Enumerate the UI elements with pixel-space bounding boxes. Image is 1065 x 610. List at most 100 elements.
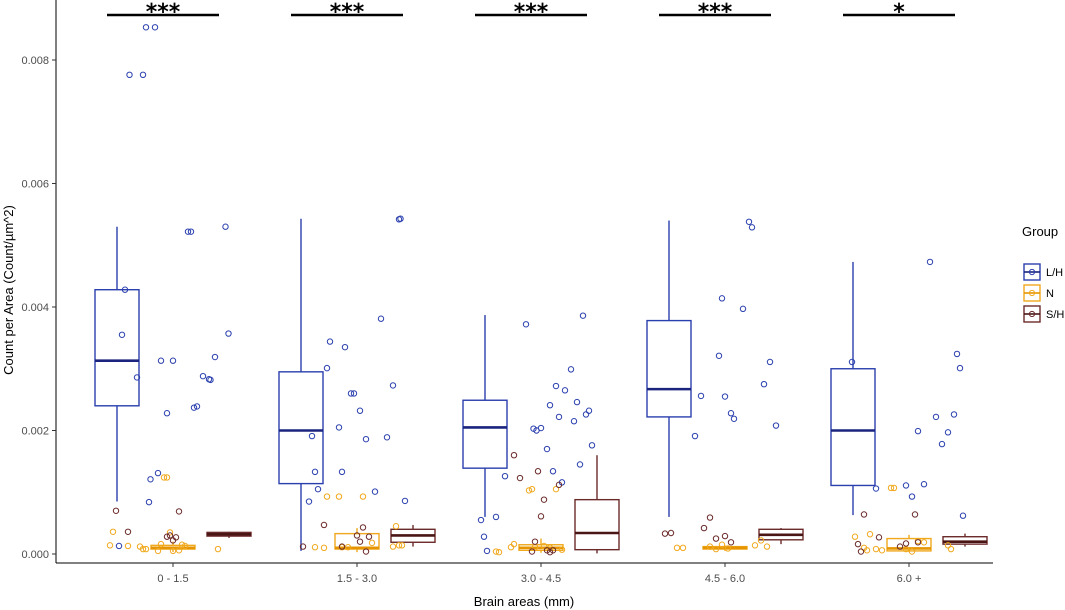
data-point-n [175,547,183,554]
data-point-n [763,543,771,550]
data-point-lh [154,469,162,477]
data-point-sh [875,534,883,541]
data-point-lh [522,321,530,328]
data-point-sh [163,533,171,540]
data-point-lh [362,435,370,443]
data-point-sh [914,539,922,546]
data-point-sh [721,532,729,540]
data-point-n [525,487,533,494]
data-point-sh [854,540,862,548]
legend-item-sh: S/H [1023,305,1064,323]
data-point-lh [389,382,397,389]
legend-label: N [1046,288,1054,300]
data-point-lh [956,364,964,372]
data-point-lh [697,392,705,400]
data-point-lh [157,357,165,364]
data-point-n [712,545,720,553]
data-point-lh [944,429,952,436]
box-sh-2 [390,524,436,547]
data-point-sh [356,538,364,545]
data-point-lh [914,427,922,435]
data-point-lh [121,286,129,293]
data-point-sh [353,532,361,539]
x-tick-label: 4.5 - 6.0 [705,573,745,585]
data-point-sh [661,530,669,537]
data-point-lh [691,432,699,440]
data-point-lh [126,71,133,79]
data-point-n [872,545,880,553]
data-point-lh [950,411,958,418]
data-point-sh [540,496,548,503]
data-point-lh [190,404,198,411]
data-point-lh [748,224,756,231]
data-point-n [124,542,132,550]
data-point-sh [299,543,307,550]
data-point-sh [362,548,370,555]
data-point-lh [501,472,509,480]
data-point-lh [341,343,349,351]
legend-label: L/H [1046,267,1063,279]
data-point-lh [938,440,946,448]
data-point-n [679,544,687,552]
data-point-lh [959,512,967,519]
data-point-lh [222,223,229,230]
data-point-lh [118,331,126,338]
box-sh-3 [574,455,620,554]
significance-label: * [893,0,905,25]
data-point-n [368,539,376,547]
data-point-sh [531,538,539,545]
data-point-sh [857,548,865,555]
legend-key-point [1028,289,1036,297]
data-point-lh [932,413,940,421]
data-point-n [311,544,319,551]
data-point-lh [576,461,584,468]
data-point-sh [706,514,714,521]
data-point-lh [326,338,334,345]
data-point-n [706,543,714,550]
data-point-n [947,545,955,553]
data-point-sh [911,511,919,518]
data-point-lh [537,424,545,432]
data-point-n [163,474,171,481]
data-point-n [169,547,177,555]
data-point-sh [172,534,180,541]
data-point-lh [480,533,488,540]
data-point-n [851,533,859,540]
data-point-lh [187,228,195,235]
data-point-sh [712,535,720,542]
data-point-lh [314,485,322,493]
data-point-lh [305,498,313,505]
data-point-n [673,544,681,552]
data-point-sh [175,508,183,515]
data-point-lh [567,366,575,373]
data-point-n [908,548,916,555]
data-point-n [181,542,189,550]
data-point-lh [555,413,563,421]
data-point-n [157,540,165,548]
data-point-n [528,485,536,493]
data-point-lh [347,390,355,397]
box-body [94,289,140,407]
y-ticks: 0.000 0.002 0.004 0.006 0.008 [21,55,56,561]
data-point-lh [350,390,358,397]
data-point-lh [169,357,177,364]
data-point-lh [727,410,735,417]
data-point-sh [338,543,346,550]
data-point-n [178,541,186,548]
legend-label: S/H [1046,309,1064,321]
data-point-sh [549,547,557,554]
x-tick-label: 6.0 + [897,573,922,585]
legend-item-n: N [1023,284,1054,302]
significance-label: *** [514,0,549,25]
box-body [830,368,876,487]
x-axis-title: Brain areas (mm) [474,594,574,609]
box-lh-1 [94,226,140,502]
box-lh-5 [830,261,876,516]
data-point-lh [338,468,346,476]
data-point-lh [193,403,201,410]
data-point-lh [147,476,154,483]
data-point-n [492,548,500,555]
data-point-lh [335,424,343,431]
significance-label: *** [146,0,181,25]
